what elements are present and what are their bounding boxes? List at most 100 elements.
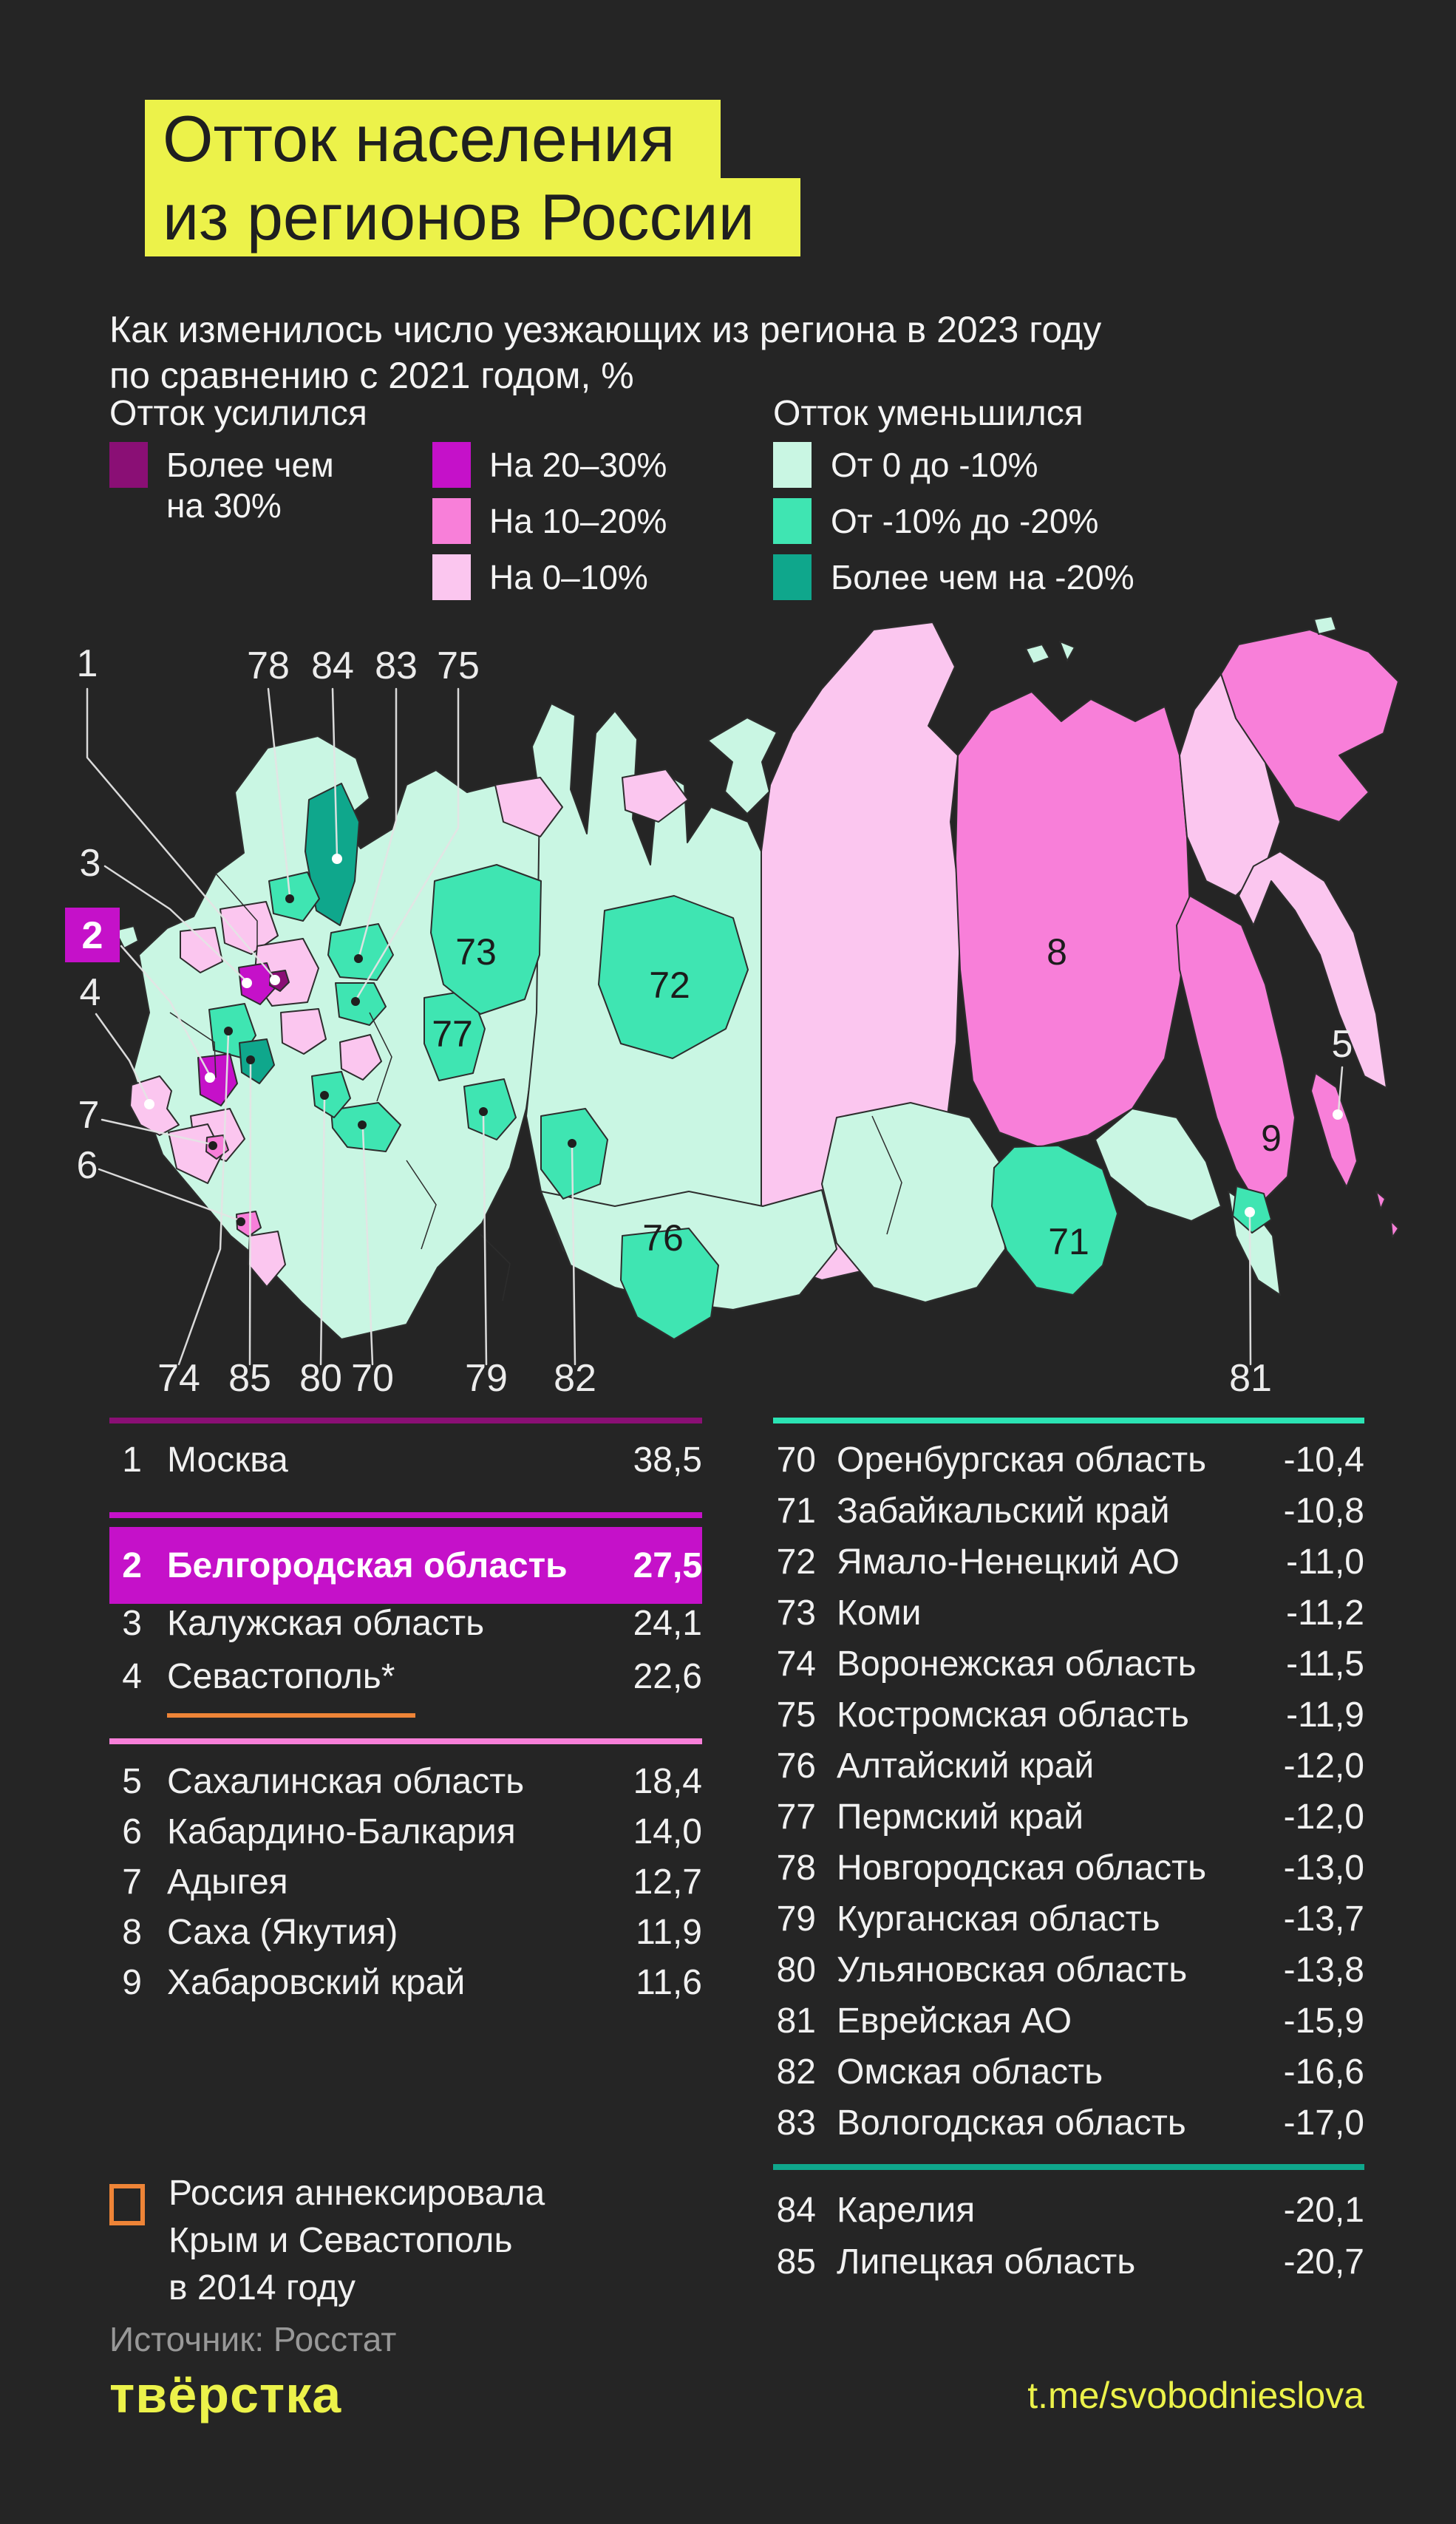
swatch-minus10-20-icon [773, 498, 812, 544]
sevastopol-footnote-underline [167, 1713, 415, 1718]
dot-moscow [270, 975, 280, 985]
row-value: -10,4 [1283, 1440, 1364, 1480]
table-row-moscow: 1 Москва 38,5 [109, 1438, 702, 1482]
row-region: Ямало-Ненецкий АО [837, 1542, 1180, 1582]
legend-label-10-20: На 10–20% [489, 502, 667, 540]
table-row-kurgan: 79 Курганская область -13,7 [773, 1897, 1364, 1941]
callout-line-4 [95, 1013, 151, 1104]
region-zabaykalsky-71 [991, 1145, 1118, 1296]
row-value: 27,5 [633, 1545, 702, 1585]
dot-jewish-ao [1245, 1207, 1255, 1217]
row-value: -20,7 [1283, 2242, 1364, 2282]
swatch-10-20-icon [432, 498, 471, 544]
row-rank: 85 [776, 2242, 816, 2282]
callout-line-1 [86, 687, 276, 980]
region-adygea-7 [205, 1135, 229, 1160]
callout-line-7 [101, 1118, 213, 1146]
dot-novgorod [285, 894, 294, 903]
row-value: 18,4 [633, 1761, 702, 1801]
note-line3: в 2014 году [169, 2268, 356, 2307]
dot-sakhalin [1333, 1109, 1343, 1120]
rule-magenta [109, 1512, 702, 1518]
table-row-orenburg: 70 Оренбургская область -10,4 [773, 1438, 1364, 1482]
page-title-line2: из регионов России [145, 178, 800, 256]
callout-line-6 [98, 1168, 241, 1222]
dot-karelia [332, 854, 342, 864]
legend-increase: Отток усилился Более чем на 30% На 20–30… [109, 393, 760, 600]
map-label-81: 81 [1229, 1357, 1272, 1397]
table-row-karelia: 84 Карелия -20,1 [773, 2188, 1364, 2232]
row-value: 11,6 [636, 1962, 702, 2002]
row-value: -15,9 [1283, 2001, 1364, 2041]
row-region: Костромская область [837, 1695, 1189, 1735]
row-rank: 80 [776, 1950, 816, 1990]
subtitle-line1: Как изменилось число уезжающих из регион… [109, 309, 1102, 350]
row-region: Калужская область [167, 1603, 485, 1643]
legend-label-more-30: Более чем на 30% [166, 446, 334, 525]
row-region: Еврейская АО [837, 2001, 1072, 2041]
row-value: -20,1 [1283, 2190, 1364, 2230]
row-value: 22,6 [633, 1656, 702, 1696]
table-row-khabarovsk: 9 Хабаровский край 11,6 [109, 1960, 702, 2004]
table-row-kostroma: 75 Костромская область -11,9 [773, 1693, 1364, 1737]
subtitle: Как изменилось число уезжающих из регион… [109, 307, 1101, 398]
map-label-2-box [65, 908, 120, 962]
region-pskov [180, 927, 223, 973]
row-value: -13,7 [1283, 1899, 1364, 1939]
table-row-sakhalin: 5 Сахалинская область 18,4 [109, 1759, 702, 1803]
swatch-20-30-icon [432, 442, 471, 488]
table-row-jewish-ao: 81 Еврейская АО -15,9 [773, 1999, 1364, 2043]
swatch-0-10-icon [432, 554, 471, 600]
callout-line-3 [103, 865, 248, 983]
telegram-link[interactable]: t.me/svobodnieslova [1027, 2375, 1364, 2416]
row-value: -10,8 [1283, 1491, 1364, 1531]
dot-kabbalk [237, 1217, 245, 1226]
map-label-73: 73 [455, 931, 497, 973]
callout-line-75 [355, 687, 460, 1001]
region-island-1 [1025, 644, 1050, 664]
row-rank: 8 [122, 1912, 142, 1952]
row-value: -12,0 [1283, 1746, 1364, 1786]
callout-line-2 [120, 945, 211, 1077]
region-yakutia-8 [955, 691, 1191, 1148]
row-region: Пермский край [837, 1797, 1084, 1837]
map-label-3: 3 [80, 842, 101, 885]
row-value: -13,8 [1283, 1950, 1364, 1990]
row-value: -11,5 [1286, 1644, 1364, 1684]
map-label-8: 8 [1047, 931, 1067, 973]
row-value: 24,1 [633, 1603, 702, 1643]
row-region: Ульяновская область [837, 1950, 1188, 1990]
dot-belgorod [205, 1072, 215, 1083]
map-label-75: 75 [437, 644, 480, 687]
region-samara [339, 1034, 382, 1081]
region-kuril-2 [1390, 1220, 1399, 1238]
row-value: -11,0 [1286, 1542, 1364, 1582]
row-region: Липецкая область [837, 2242, 1136, 2282]
rule-teal [773, 1418, 1364, 1423]
dot-voronezh [224, 1027, 233, 1035]
row-region: Севастополь* [167, 1656, 395, 1696]
rule-dark-purple [109, 1418, 702, 1423]
table-row-komi: 73 Коми -11,2 [773, 1591, 1364, 1635]
region-yamalo-nenets-72 [598, 895, 749, 1059]
map-label-7: 7 [78, 1094, 100, 1137]
row-rank: 78 [776, 1848, 816, 1888]
region-karelia-84 [305, 783, 360, 926]
dot-kostroma [351, 997, 360, 1006]
legend-label-0-minus10: От 0 до -10% [831, 446, 1038, 484]
region-dagestan [248, 1231, 286, 1287]
row-rank: 5 [122, 1761, 142, 1801]
region-kostroma-75 [335, 982, 387, 1026]
swatch-more-30-icon [109, 442, 148, 488]
row-region: Белгородская область [167, 1545, 568, 1585]
region-magadan [1179, 673, 1281, 897]
row-rank: 7 [122, 1862, 142, 1902]
table-row-kaluga: 3 Калужская область 24,1 [109, 1601, 702, 1645]
region-omsk-82 [540, 1108, 608, 1200]
table-row-adygea: 7 Адыгея 12,7 [109, 1860, 702, 1904]
table-row-omsk: 82 Омская область -16,6 [773, 2050, 1364, 2094]
dot-ulyanovsk [320, 1091, 329, 1100]
map-label-79: 79 [465, 1357, 508, 1397]
map-label-71: 71 [1048, 1221, 1089, 1262]
data-source: Источник: Росстат [109, 2320, 397, 2358]
